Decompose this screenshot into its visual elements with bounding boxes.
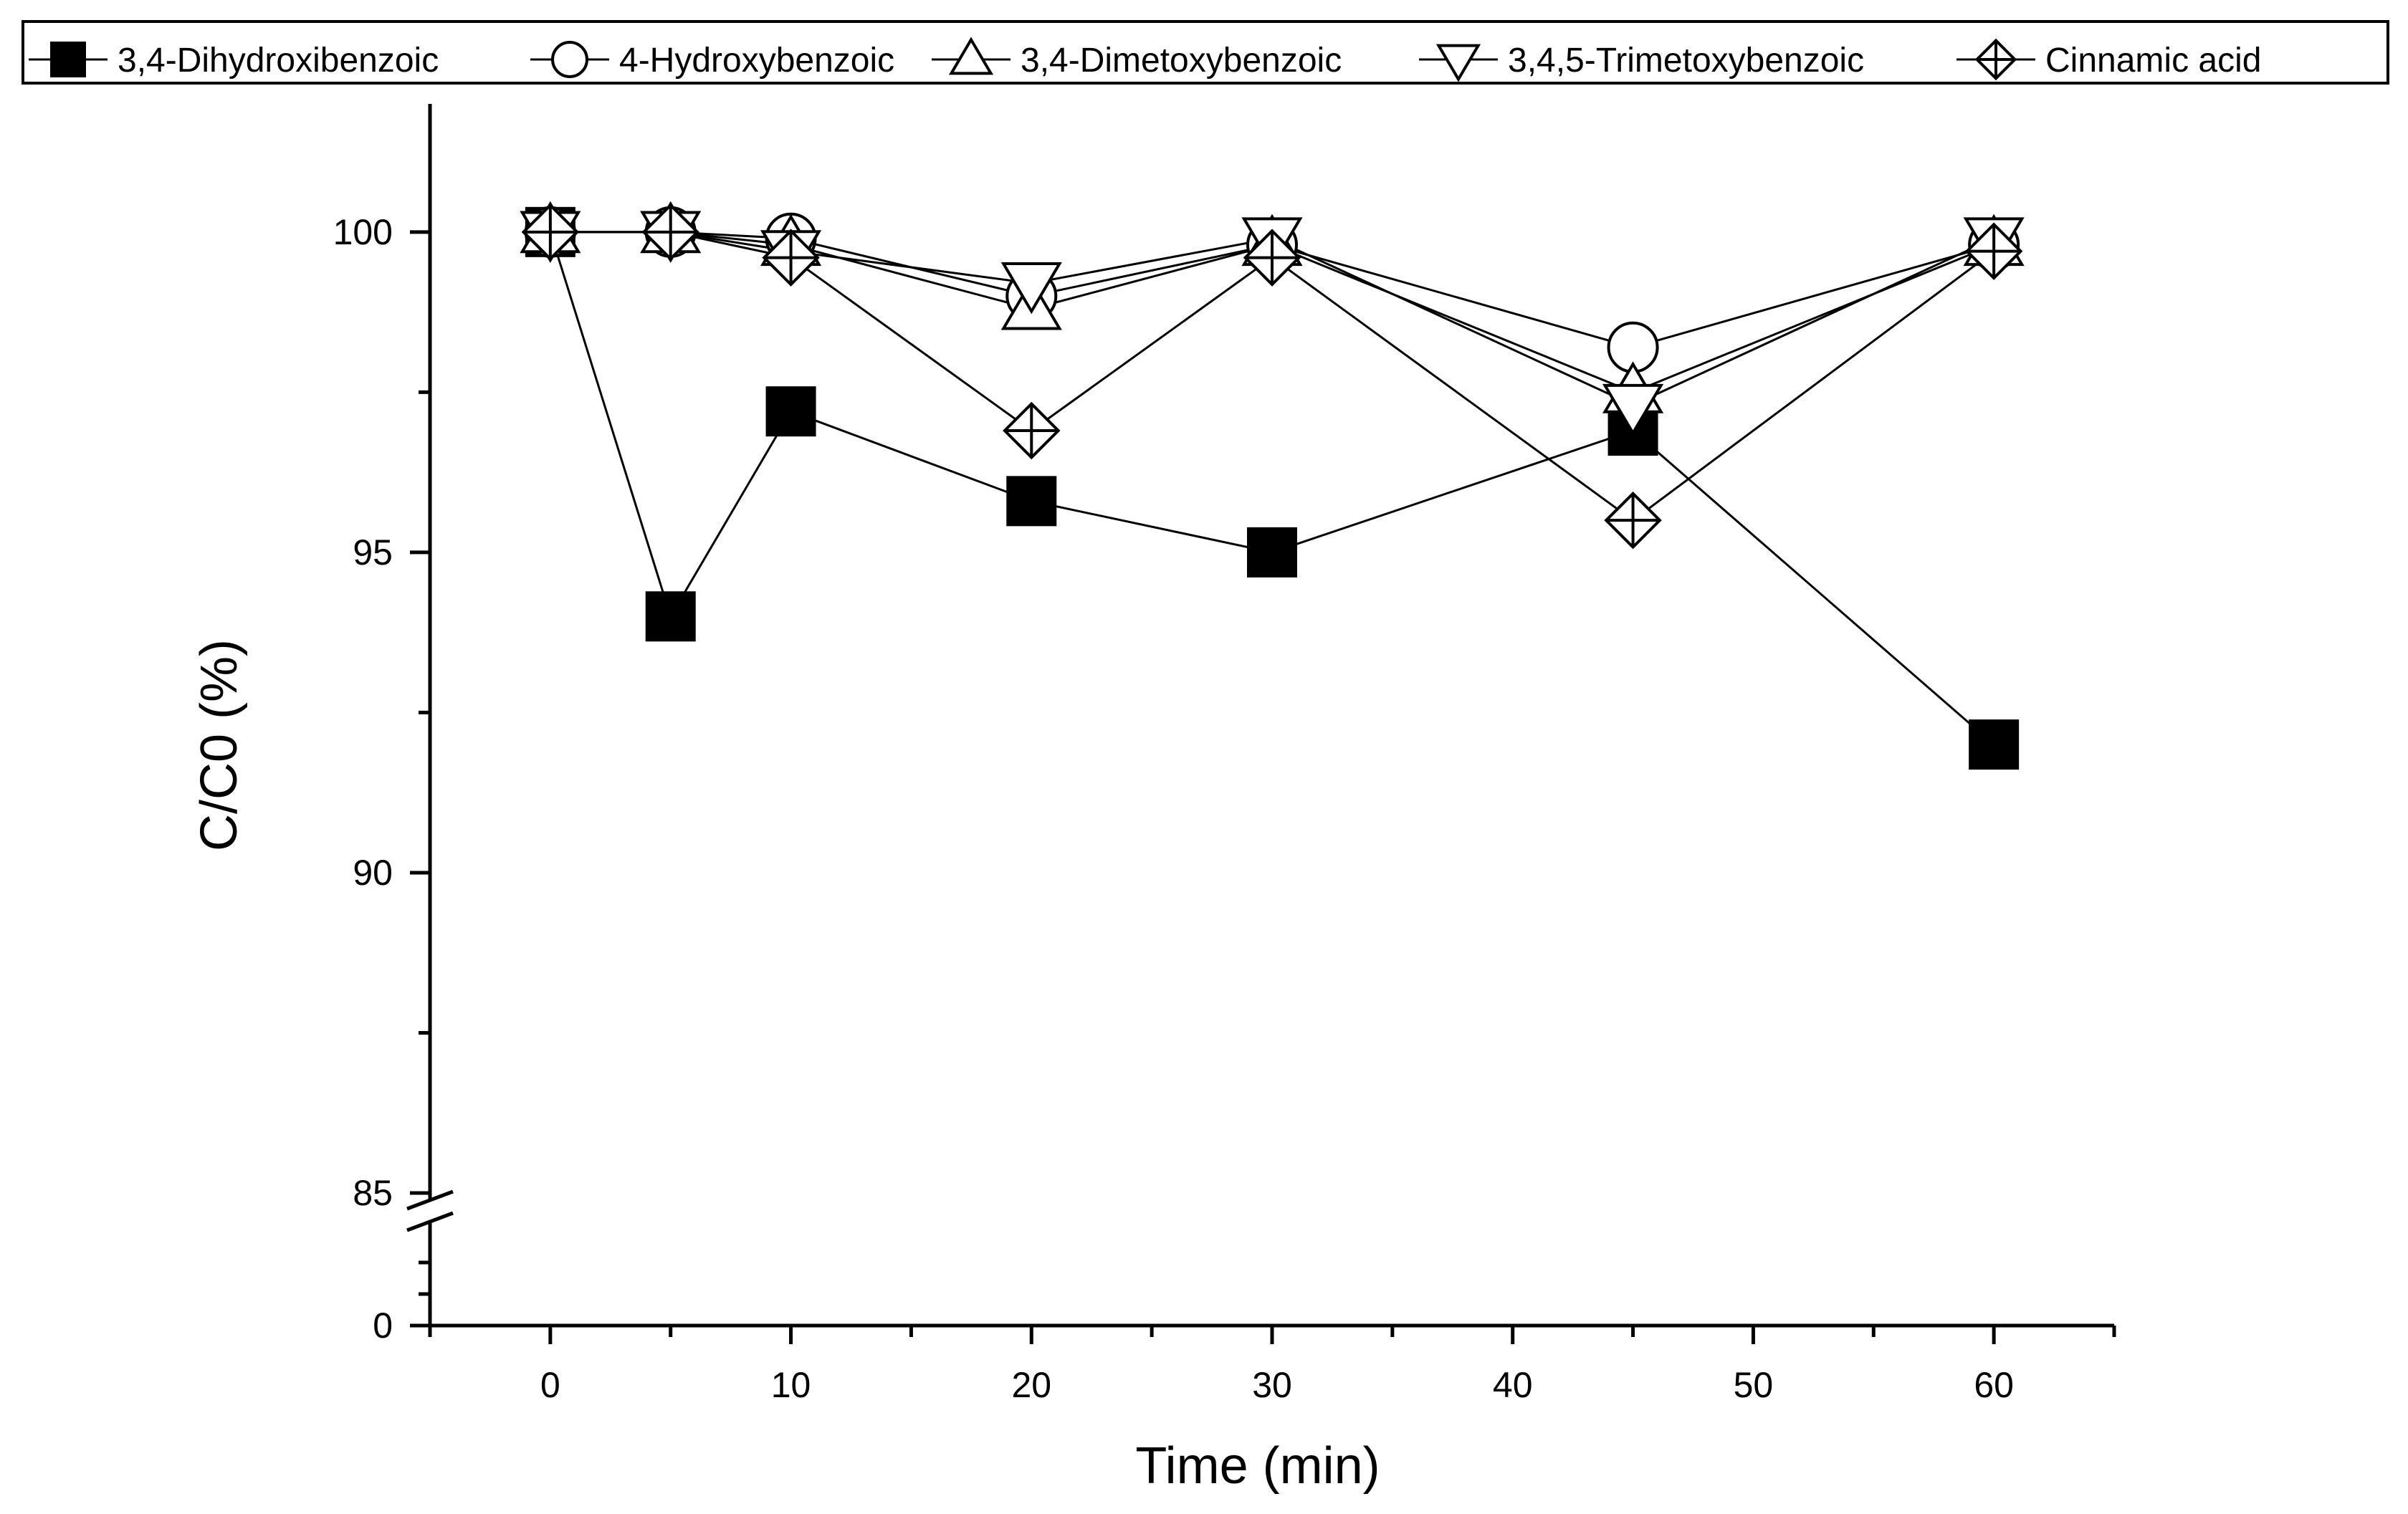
y-tick-label: 0 — [373, 1305, 393, 1346]
x-tick-label: 20 — [1011, 1365, 1051, 1405]
point-cinnamic-acid — [521, 203, 580, 262]
legend-marker — [551, 41, 588, 78]
legend-item: 3,4,5-Trimetoxybenzoic — [1419, 42, 1864, 82]
point-3-4-dihydroxibenzoic — [1969, 719, 2020, 770]
legend-item: 3,4-Dimetoxybenzoic — [932, 37, 1342, 80]
point-3-4-5-trimetoxybenzoic — [1602, 383, 1664, 436]
x-tick-label: 10 — [771, 1365, 811, 1405]
series-markers — [520, 201, 2025, 770]
x-tick-label: 30 — [1252, 1365, 1292, 1405]
point-3-4-dihydroxibenzoic — [1247, 527, 1297, 578]
point-cinnamic-acid — [641, 203, 699, 262]
legend-label: 3,4,5-Trimetoxybenzoic — [1508, 42, 1864, 80]
legend-label: Cinnamic acid — [2045, 42, 2261, 80]
point-cinnamic-acid — [1003, 401, 1061, 460]
point-3-4-dihydroxibenzoic — [1006, 476, 1057, 527]
legend-marker — [1974, 38, 2017, 81]
x-tick-label: 50 — [1734, 1365, 1774, 1405]
point-cinnamic-acid — [1964, 222, 2023, 280]
legend-marker — [50, 42, 86, 77]
legend-label: 3,4-Dimetoxybenzoic — [1021, 42, 1342, 80]
point-3-4-5-trimetoxybenzoic — [1000, 262, 1062, 315]
x-axis-title: Time (min) — [1135, 1437, 1380, 1495]
y-axis-title: C/C0 (%) — [191, 639, 248, 851]
axis-break-mark — [406, 1189, 454, 1211]
x-tick-label: 40 — [1493, 1365, 1533, 1405]
legend: 3,4-Dihydroxibenzoic 4-Hydroxybenzoic 3,4-… — [22, 20, 2389, 85]
point-3-4-dihydroxibenzoic — [765, 386, 816, 437]
legend-label: 3,4-Dihydroxibenzoic — [118, 42, 439, 80]
y-tick-label: 100 — [333, 212, 393, 252]
series-line-3-4-dihydroxibenzoic — [549, 231, 1995, 746]
legend-marker — [1435, 44, 1481, 82]
legend-label: 4-Hydroxybenzoic — [619, 42, 894, 80]
axes: 0 10 20 30 40 50 60 85 90 95 100 0 — [333, 104, 2116, 1405]
x-tick-label: 60 — [1974, 1365, 2014, 1405]
point-cinnamic-acid — [762, 229, 820, 287]
y-tick-label: 85 — [353, 1173, 393, 1213]
point-cinnamic-acid — [1243, 229, 1301, 287]
legend-item: 4-Hydroxybenzoic — [530, 41, 894, 80]
point-cinnamic-acid — [1604, 491, 1662, 550]
series-lines — [549, 231, 1995, 746]
point-3-4-dihydroxibenzoic — [645, 591, 696, 642]
axis-break-mark — [406, 1211, 454, 1232]
legend-item: 3,4-Dihydroxibenzoic — [29, 42, 439, 80]
y-tick-label: 90 — [353, 853, 393, 893]
x-tick-label: 0 — [540, 1365, 560, 1405]
y-tick-label: 95 — [353, 532, 393, 572]
legend-marker — [948, 37, 994, 75]
legend-item: Cinnamic acid — [1956, 38, 2261, 81]
